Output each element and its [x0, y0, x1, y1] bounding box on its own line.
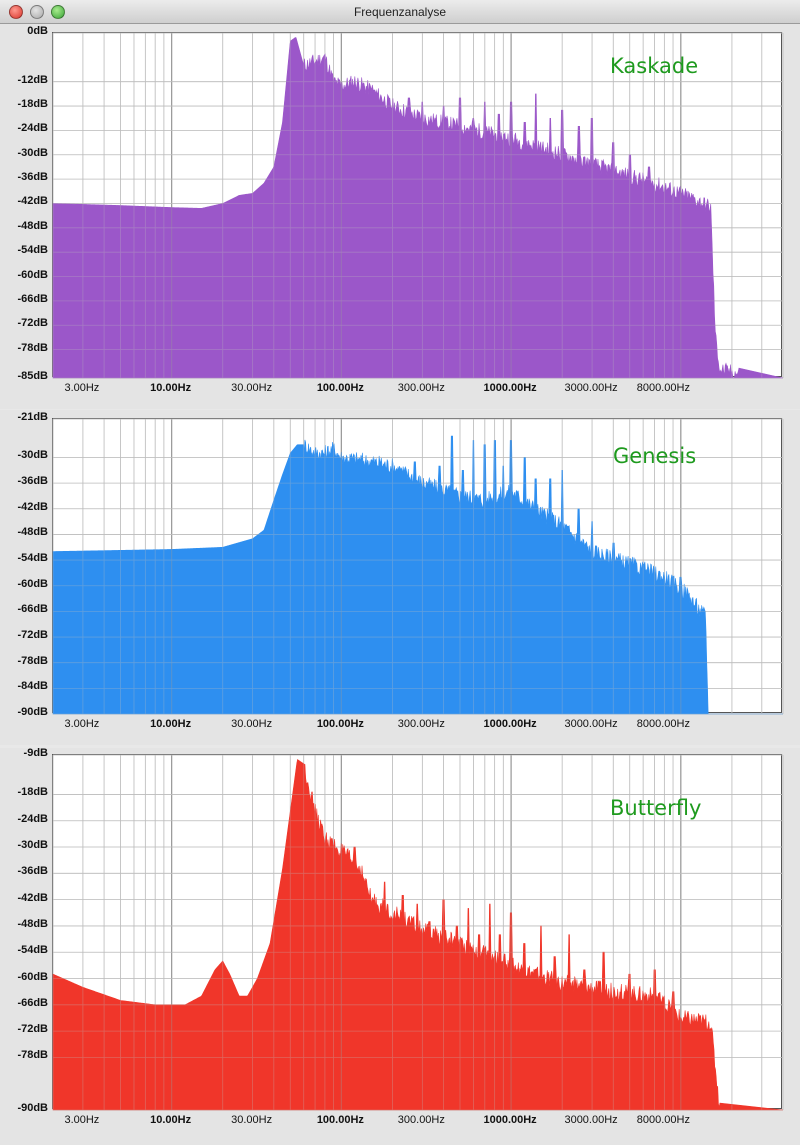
x-tick-label: 100.00Hz [316, 718, 364, 730]
x-tick-label: 300.00Hz [397, 1114, 445, 1126]
y-tick-label: -78dB [17, 654, 48, 667]
y-tick-label: -12dB [17, 73, 48, 86]
y-tick-label: -84dB [17, 680, 48, 693]
x-tick-label: 30.00Hz [231, 718, 273, 730]
y-tick-label: -85dB [17, 370, 48, 382]
y-tick-label: -42dB [17, 500, 48, 513]
y-tick-label: -18dB [17, 98, 48, 111]
x-tick-label: 3.00Hz [64, 1114, 100, 1126]
spectrum-area-genesis [52, 435, 783, 715]
y-tick-label: -78dB [17, 341, 48, 354]
x-tick-label: 3.00Hz [64, 382, 100, 394]
y-tick-label: -30dB [17, 146, 48, 159]
x-tick-label: 3000.00Hz [564, 1114, 618, 1126]
y-tick-label: -54dB [17, 244, 48, 257]
legend-butterfly: Butterfly [610, 796, 702, 820]
y-tick-label: -36dB [17, 475, 48, 488]
legend-genesis: Genesis [613, 444, 697, 468]
x-tick-label: 30.00Hz [231, 382, 273, 394]
spectrum-area-kaskade [52, 37, 784, 379]
window-title: Frequenzanalyse [353, 5, 447, 19]
spectrum-panel-genesis: -21dB -30dB -36dB -42dB -48dB -54dB -60dB -66dB… [0, 410, 800, 745]
y-tick-label: -60dB [17, 577, 48, 590]
y-tick-label: -21dB [17, 411, 48, 423]
y-tick-label: -18dB [17, 786, 48, 799]
y-tick-label: -72dB [17, 629, 48, 642]
y-tick-label: -30dB [17, 449, 48, 462]
x-tick-label: 8000.00Hz [636, 382, 690, 394]
x-tick-label: 8000.00Hz [636, 1114, 690, 1126]
x-tick-label: 300.00Hz [397, 382, 445, 394]
x-tick-label: 1000.00Hz [483, 382, 537, 394]
spectrum-panel-butterfly: -9dB -18dB -24dB -30dB -36dB -42dB -48dB -54dB -… [0, 747, 800, 1145]
x-tick-label: 300.00Hz [397, 718, 445, 730]
x-tick-label: 3.00Hz [64, 718, 100, 730]
close-window-button[interactable] [9, 5, 23, 19]
x-tick-label: 100.00Hz [316, 382, 364, 394]
x-tick-label: 3000.00Hz [564, 382, 618, 394]
y-tick-label: -72dB [17, 317, 48, 330]
legend-kaskade: Kaskade [610, 54, 699, 78]
y-tick-label: -66dB [17, 292, 48, 305]
y-tick-label: -30dB [17, 839, 48, 852]
plot-area[interactable] [52, 418, 784, 715]
grid-overlay [52, 32, 784, 379]
y-tick-label: -72dB [17, 1023, 48, 1036]
y-tick-label: -48dB [17, 219, 48, 232]
grid-overlay [52, 754, 784, 1111]
x-tick-label: 10.00Hz [150, 382, 192, 394]
y-tick-label: -66dB [17, 996, 48, 1009]
y-tick-label: -60dB [17, 970, 48, 983]
y-tick-label: -42dB [17, 891, 48, 904]
y-tick-label: -54dB [17, 944, 48, 957]
x-tick-label: 100.00Hz [316, 1114, 364, 1126]
y-tick-label: -48dB [17, 917, 48, 930]
spectrum-plot [52, 32, 784, 379]
x-tick-label: 10.00Hz [150, 718, 192, 730]
y-tick-label: -90dB [17, 1102, 48, 1114]
y-tick-label: -60dB [17, 268, 48, 281]
plot-area[interactable] [52, 32, 784, 379]
spectrum-area-butterfly [52, 759, 784, 1111]
spectrum-panel-kaskade: 0dB -12dB -18dB -24dB -30dB -36dB -42dB -48dB -5… [0, 24, 800, 409]
y-tick-label: -78dB [17, 1049, 48, 1062]
y-tick-label: 0dB [27, 25, 48, 37]
plot-area[interactable] [52, 754, 784, 1111]
y-tick-label: -24dB [17, 812, 48, 825]
y-tick-label: -48dB [17, 526, 48, 539]
y-tick-label: -36dB [17, 865, 48, 878]
zoom-window-button[interactable] [51, 5, 65, 19]
x-tick-label: 1000.00Hz [483, 1114, 537, 1126]
y-tick-label: -36dB [17, 171, 48, 184]
x-tick-label: 3000.00Hz [564, 718, 618, 730]
y-tick-label: -24dB [17, 122, 48, 135]
y-tick-label: -66dB [17, 603, 48, 616]
minimize-window-button[interactable] [30, 5, 44, 19]
grid-overlay [52, 418, 784, 715]
y-tick-label: -42dB [17, 195, 48, 208]
spectrum-plot [52, 754, 784, 1111]
window-titlebar: Frequenzanalyse [0, 0, 800, 24]
x-tick-label: 8000.00Hz [636, 718, 690, 730]
spectrum-plot [52, 418, 784, 715]
x-tick-label: 10.00Hz [150, 1114, 192, 1126]
x-tick-label: 30.00Hz [231, 1114, 273, 1126]
y-tick-label: -90dB [17, 706, 48, 718]
x-tick-label: 1000.00Hz [483, 718, 537, 730]
y-tick-label: -9dB [23, 747, 48, 759]
y-tick-label: -54dB [17, 552, 48, 565]
